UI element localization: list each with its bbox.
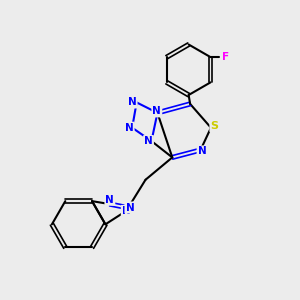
Text: N: N [198,146,206,157]
Text: S: S [211,121,218,131]
Text: N: N [126,202,134,212]
Text: N: N [122,206,130,216]
Text: N: N [144,136,153,146]
Text: N: N [125,123,134,133]
Text: N: N [106,195,114,205]
Text: F: F [222,52,229,62]
Text: N: N [152,106,161,116]
Text: N: N [128,98,136,107]
